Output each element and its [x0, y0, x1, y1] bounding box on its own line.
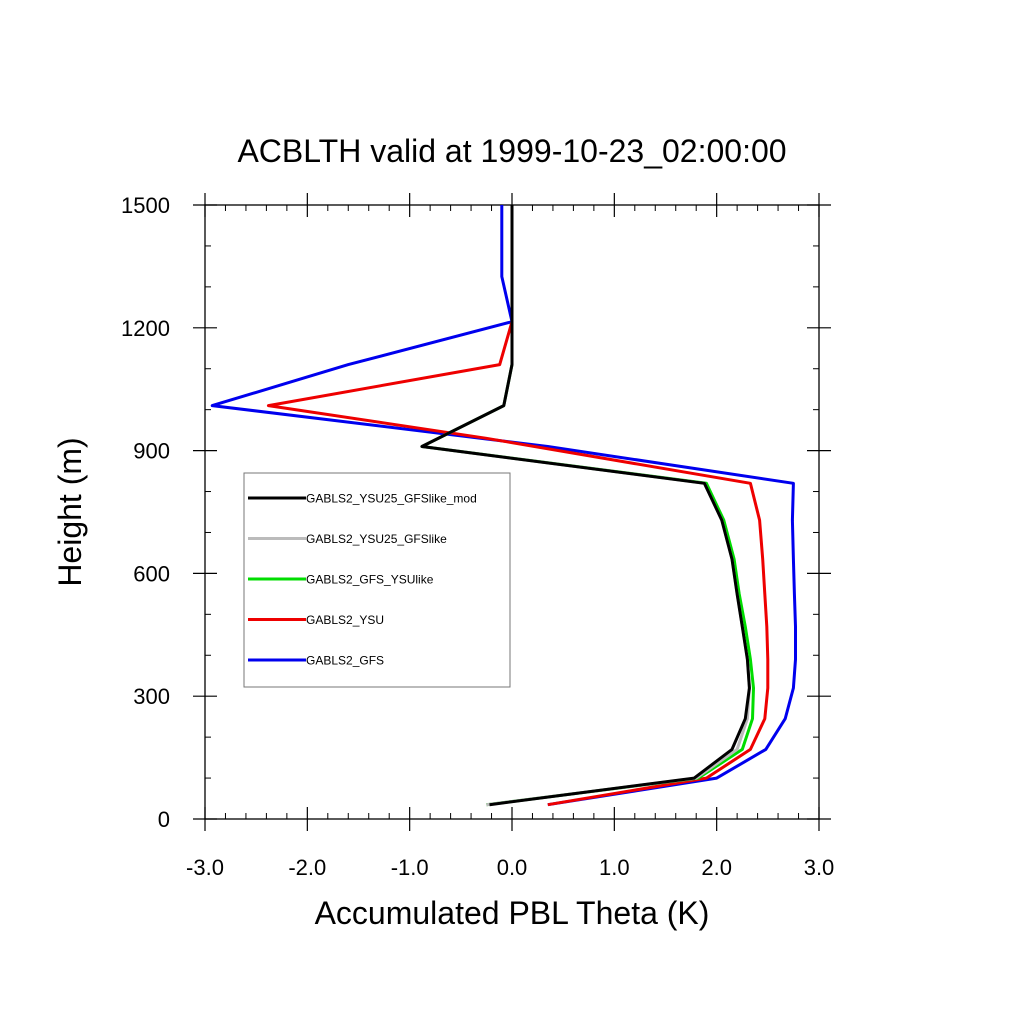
y-axis-label: Height (m) — [52, 437, 88, 586]
legend: GABLS2_YSU25_GFSlike_mod GABLS2_YSU25_GFS… — [243, 472, 511, 688]
y-tick-label: 0 — [158, 807, 170, 832]
x-axis-label: Accumulated PBL Theta (K) — [315, 895, 710, 931]
x-tick-label: -3.0 — [186, 855, 224, 880]
x-tick-label: 0.0 — [497, 855, 528, 880]
y-tick-label: 1500 — [121, 193, 170, 218]
y-tick-labels: 0 300 600 900 1200 1500 — [121, 193, 170, 832]
minor-ticks — [205, 205, 819, 819]
x-tick-label: -2.0 — [288, 855, 326, 880]
series-lines — [210, 205, 797, 807]
legend-label: GABLS2_YSU25_GFSlike — [306, 532, 447, 546]
x-tick-labels: -3.0 -2.0 -1.0 0.0 1.0 2.0 3.0 — [186, 855, 834, 880]
y-tick-label: 1200 — [121, 316, 170, 341]
legend-label: GABLS2_GFS — [306, 654, 384, 668]
x-tick-label: 3.0 — [804, 855, 835, 880]
legend-label: GABLS2_YSU — [306, 613, 384, 627]
y-tick-label: 300 — [133, 684, 170, 709]
legend-label: GABLS2_YSU25_GFSlike_mod — [306, 492, 477, 506]
series-line — [210, 205, 797, 807]
chart-title: ACBLTH valid at 1999-10-23_02:00:00 — [237, 133, 786, 169]
x-tick-label: 2.0 — [701, 855, 732, 880]
series-line — [266, 205, 770, 807]
x-tick-label: 1.0 — [599, 855, 630, 880]
legend-label: GABLS2_GFS_YSUlike — [306, 573, 434, 587]
y-tick-label: 600 — [133, 561, 170, 586]
y-tick-label: 900 — [133, 439, 170, 464]
series-line — [420, 205, 751, 807]
x-tick-label: -1.0 — [391, 855, 429, 880]
